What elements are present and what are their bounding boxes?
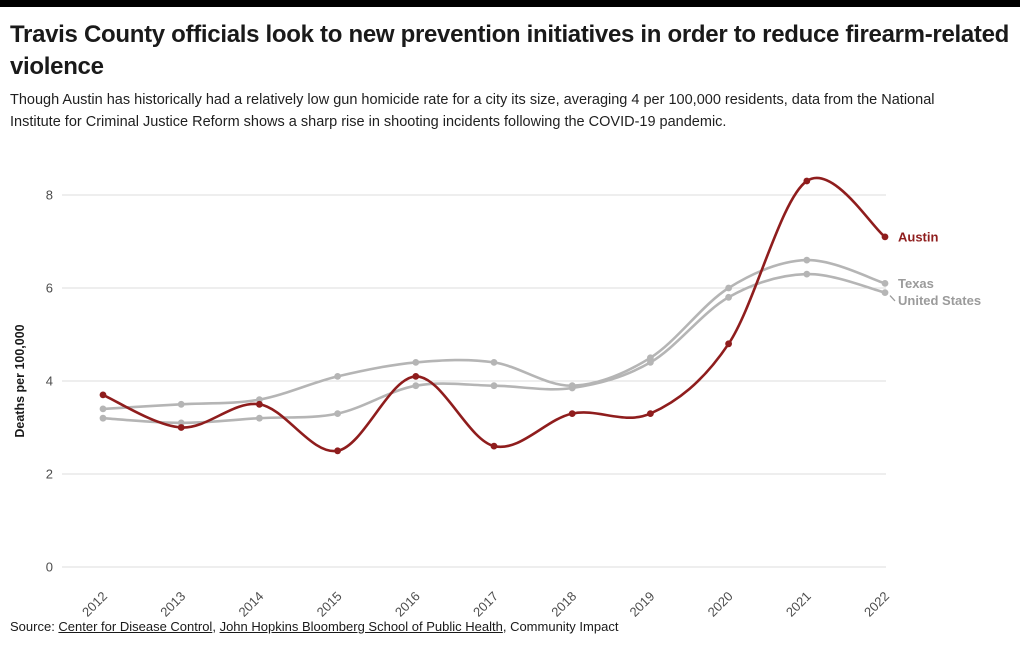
data-point-texas xyxy=(803,256,811,264)
series-label-united-states: United States xyxy=(898,293,981,308)
data-point-united-states xyxy=(568,384,576,392)
line-chart: 0 2 4 6 8 Deaths per 100,000 2012 2013 2014 2015 2… xyxy=(0,153,1020,625)
data-point-united-states xyxy=(412,382,420,390)
data-point-texas xyxy=(256,396,263,403)
x-tick-label: 2017 xyxy=(470,589,501,620)
data-point-austin xyxy=(647,410,654,417)
x-tick-label: 2020 xyxy=(705,589,736,620)
chart-canvas: 0 2 4 6 8 Deaths per 100,000 2012 2013 2014 2015 2… xyxy=(13,176,981,620)
data-point-austin xyxy=(568,410,576,417)
y-tick-label: 8 xyxy=(46,188,53,203)
label-leader-line xyxy=(889,295,896,302)
data-point-austin xyxy=(334,447,341,455)
data-point-texas xyxy=(177,400,185,408)
data-point-austin xyxy=(412,373,420,380)
data-point-united-states xyxy=(334,410,341,417)
y-tick-label: 4 xyxy=(46,374,53,389)
y-axis-title: Deaths per 100,000 xyxy=(13,324,27,437)
data-point-austin xyxy=(881,233,889,241)
data-point-united-states xyxy=(803,270,811,278)
source-line: Source: Center for Disease Control, John… xyxy=(10,619,618,634)
x-tick-label: 2019 xyxy=(626,589,657,620)
data-point-texas xyxy=(881,280,889,287)
y-tick-label: 0 xyxy=(46,560,53,575)
series-line-texas xyxy=(101,258,887,411)
data-point-texas xyxy=(334,373,341,380)
chart-header: Travis County officials look to new prev… xyxy=(0,7,1020,133)
data-point-united-states xyxy=(99,414,107,422)
x-tick-label: 2016 xyxy=(392,589,423,620)
series-label-texas: Texas xyxy=(898,276,934,291)
y-tick-label: 2 xyxy=(46,467,53,482)
data-point-austin xyxy=(490,442,498,450)
data-point-austin xyxy=(256,400,263,408)
series-line-united-states xyxy=(101,272,887,425)
data-point-united-states xyxy=(256,414,263,422)
x-tick-label: 2013 xyxy=(157,589,188,620)
x-tick-label: 2018 xyxy=(548,589,579,620)
data-point-austin xyxy=(99,391,107,399)
data-point-united-states xyxy=(647,359,654,366)
page-subtitle: Though Austin has historically had a rel… xyxy=(10,91,935,130)
series-label-austin: Austin xyxy=(898,229,939,244)
data-point-texas xyxy=(725,284,732,292)
data-point-austin xyxy=(725,340,732,348)
data-point-texas xyxy=(490,359,498,366)
y-tick-label: 6 xyxy=(46,281,53,296)
source-prefix: Source: xyxy=(10,619,59,634)
x-tick-label: 2015 xyxy=(314,589,345,620)
data-point-united-states xyxy=(881,289,889,296)
page-title: Travis County officials look to new prev… xyxy=(10,21,1010,80)
x-tick-label: 2022 xyxy=(861,589,892,620)
x-tick-label: 2021 xyxy=(783,589,814,620)
source-link-0[interactable]: Center for Disease Control xyxy=(58,619,213,634)
data-point-united-states xyxy=(725,293,732,301)
data-point-texas xyxy=(99,405,107,413)
source-text-1: , xyxy=(212,619,220,634)
data-point-texas xyxy=(412,359,420,366)
source-link-2[interactable]: John Hopkins Bloomberg School of Public … xyxy=(219,619,503,634)
series-line-austin xyxy=(101,176,887,453)
source-text-3: , Community Impact xyxy=(502,619,619,634)
data-point-austin xyxy=(803,177,811,185)
data-point-united-states xyxy=(490,382,498,390)
x-tick-label: 2012 xyxy=(79,589,110,620)
x-tick-label: 2014 xyxy=(235,589,266,620)
data-point-austin xyxy=(177,424,185,431)
